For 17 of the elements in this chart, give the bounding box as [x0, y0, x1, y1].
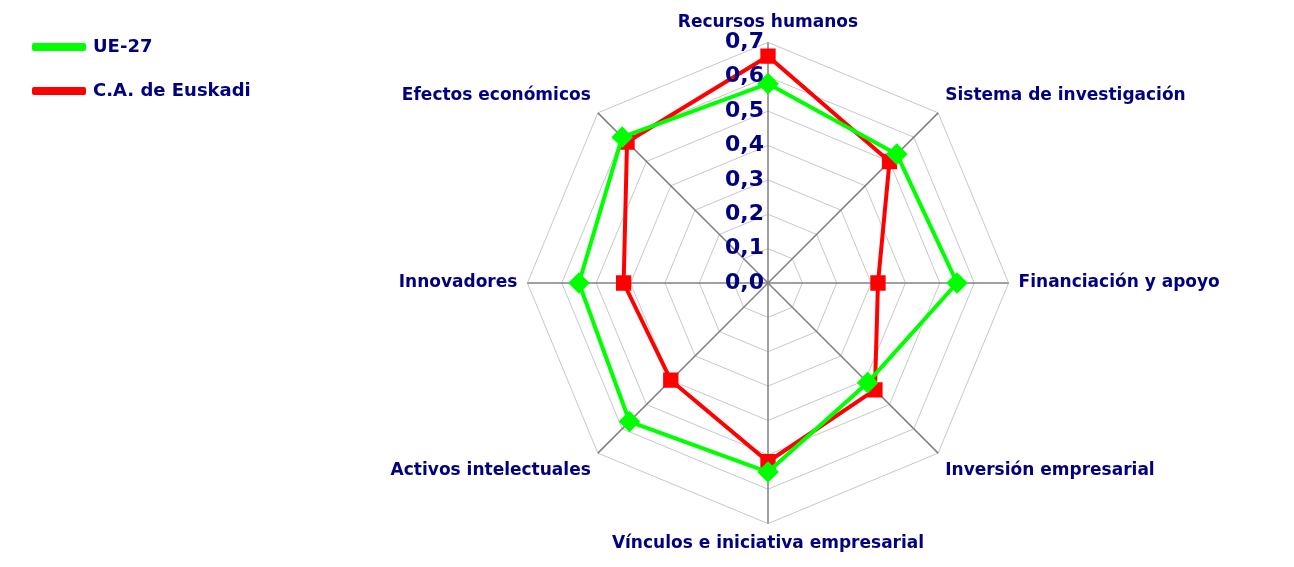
spoke-label: Recursos humanos	[677, 10, 859, 31]
y-tick-label: 0,3	[725, 165, 764, 191]
spoke-label: Activos intelectuales	[390, 458, 591, 479]
spoke-label: Financiación y apoyo	[1018, 271, 1220, 292]
y-tick-label: 0,2	[725, 199, 764, 225]
y-tick-label: 0,4	[725, 131, 764, 157]
spoke-label: Innovadores	[398, 271, 518, 292]
y-tick-label: 0,7	[725, 28, 764, 54]
legend-label: UE-27	[93, 34, 153, 56]
spoke-label: Inversión empresarial	[945, 458, 1155, 479]
y-tick-label: 0,5	[725, 96, 764, 122]
y-tick-label: 0,1	[725, 234, 764, 260]
spoke-label: Vínculos e iniciativa empresarial	[611, 532, 925, 553]
spoke-label: Sistema de investigación	[945, 84, 1186, 105]
y-tick-label: 0,0	[725, 268, 764, 294]
legend-label: C.A. de Euskadi	[93, 78, 251, 100]
spoke-label: Efectos económicos	[401, 84, 591, 105]
